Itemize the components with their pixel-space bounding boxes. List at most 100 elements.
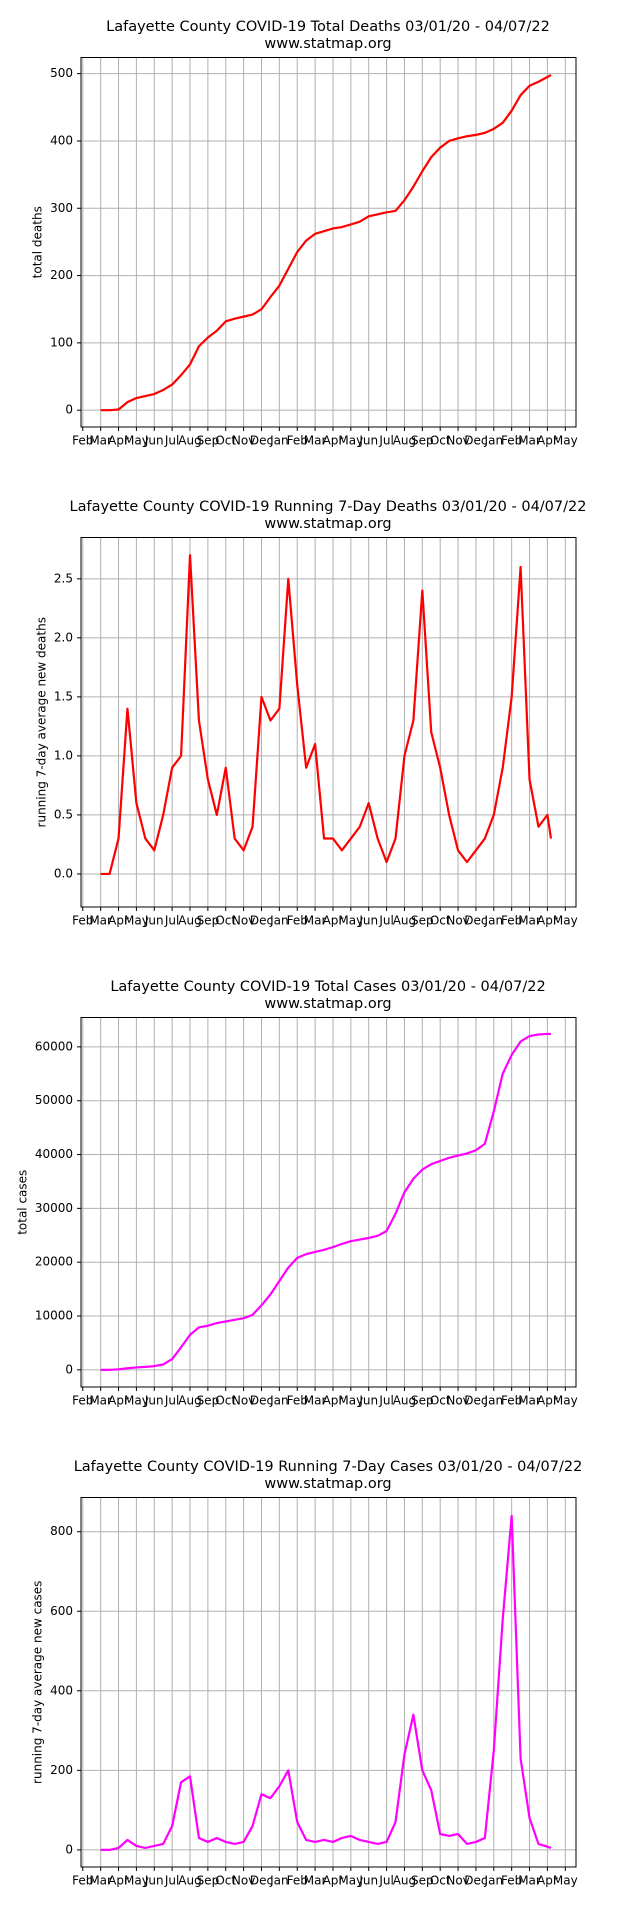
y-tick-label: 800 bbox=[50, 1524, 73, 1538]
x-tick-label: Feb bbox=[287, 1874, 308, 1888]
x-tick-label: Oct bbox=[430, 434, 451, 448]
x-tick-label: May bbox=[553, 1874, 578, 1888]
y-tick-label: 100 bbox=[50, 335, 73, 349]
y-tick-label: 0.5 bbox=[54, 807, 73, 821]
x-tick-label: Oct bbox=[215, 1394, 236, 1408]
x-tick-label: Sep bbox=[197, 1394, 220, 1408]
plot-frame bbox=[80, 537, 577, 908]
x-tick-label: May bbox=[338, 914, 363, 928]
x-tick-label: Nov bbox=[446, 1874, 469, 1888]
x-tick-label: Jul bbox=[164, 434, 179, 448]
x-tick-label: Oct bbox=[430, 1874, 451, 1888]
x-tick-label: May bbox=[124, 434, 149, 448]
x-tick-label: Dec bbox=[250, 1394, 273, 1408]
data-line bbox=[100, 74, 552, 412]
x-tick-label: Aug bbox=[178, 914, 201, 928]
y-tick-label: 20000 bbox=[35, 1255, 73, 1269]
x-tick-label: Apr bbox=[108, 434, 129, 448]
x-tick-label: Feb bbox=[72, 434, 93, 448]
chart-title: Lafayette County COVID-19 Running 7-Day … bbox=[70, 499, 587, 515]
x-tick-label: May bbox=[338, 434, 363, 448]
x-tick-label: Sep bbox=[197, 434, 220, 448]
x-tick-label: Mar bbox=[518, 1394, 541, 1408]
x-tick-label: Apr bbox=[537, 914, 558, 928]
x-tick-label: Apr bbox=[108, 1394, 129, 1408]
x-tick-label: Apr bbox=[108, 1874, 129, 1888]
y-tick-label: 300 bbox=[50, 201, 73, 215]
x-tick-label: Sep bbox=[411, 1394, 434, 1408]
y-axis-label: running 7-day average new deaths bbox=[34, 617, 48, 827]
x-tick-label: Dec bbox=[250, 914, 273, 928]
chart: Lafayette County COVID-19 Running 7-Day … bbox=[34, 499, 586, 928]
x-tick-label: Jun bbox=[358, 914, 378, 928]
x-tick-label: Jul bbox=[378, 914, 393, 928]
x-tick-label: May bbox=[338, 1394, 363, 1408]
x-tick-label: Jan bbox=[269, 1874, 289, 1888]
y-tick-label: 50000 bbox=[35, 1093, 73, 1107]
x-tick-label: Jan bbox=[484, 434, 504, 448]
x-tick-label: Feb bbox=[501, 914, 522, 928]
x-tick-label: Aug bbox=[393, 1394, 416, 1408]
x-tick-label: Apr bbox=[323, 1874, 344, 1888]
x-tick-label: Apr bbox=[537, 434, 558, 448]
x-tick-label: Sep bbox=[411, 434, 434, 448]
x-tick-label: Mar bbox=[518, 914, 541, 928]
y-axis-label: total cases bbox=[15, 1170, 29, 1235]
chart-title: Lafayette County COVID-19 Total Deaths 0… bbox=[106, 19, 550, 35]
x-tick-label: Jun bbox=[358, 434, 378, 448]
data-line bbox=[100, 554, 553, 876]
x-tick-label: Apr bbox=[323, 1394, 344, 1408]
x-tick-label: Apr bbox=[537, 1874, 558, 1888]
x-tick-label: Jul bbox=[164, 1394, 179, 1408]
chart-subtitle: www.statmap.org bbox=[264, 996, 391, 1012]
y-tick-label: 30000 bbox=[35, 1201, 73, 1215]
y-tick-label: 200 bbox=[50, 1763, 73, 1777]
x-tick-label: Jan bbox=[484, 1874, 504, 1888]
plot-frame bbox=[80, 1497, 577, 1868]
x-tick-label: Apr bbox=[323, 914, 344, 928]
x-tick-label: Dec bbox=[464, 1394, 487, 1408]
x-tick-label: May bbox=[553, 1394, 578, 1408]
x-tick-label: Oct bbox=[430, 1394, 451, 1408]
x-tick-label: Nov bbox=[232, 1874, 255, 1888]
plot-frame bbox=[80, 57, 577, 428]
x-tick-label: Feb bbox=[72, 1874, 93, 1888]
x-tick-label: Oct bbox=[215, 914, 236, 928]
y-tick-label: 10000 bbox=[35, 1309, 73, 1323]
x-tick-label: Aug bbox=[393, 1874, 416, 1888]
x-tick-label: May bbox=[124, 1874, 149, 1888]
x-tick-label: Feb bbox=[72, 1394, 93, 1408]
x-tick-label: Oct bbox=[215, 1874, 236, 1888]
y-tick-label: 60000 bbox=[35, 1039, 73, 1053]
x-tick-label: Jun bbox=[144, 914, 164, 928]
x-tick-label: Jan bbox=[484, 1394, 504, 1408]
y-tick-label: 2.0 bbox=[54, 630, 73, 644]
x-tick-label: Sep bbox=[411, 1874, 434, 1888]
x-tick-label: Jun bbox=[144, 434, 164, 448]
y-tick-label: 2.5 bbox=[54, 571, 73, 585]
y-tick-label: 0 bbox=[65, 1362, 73, 1376]
data-line bbox=[100, 1032, 551, 1371]
x-tick-label: Aug bbox=[393, 434, 416, 448]
x-tick-label: Dec bbox=[464, 434, 487, 448]
y-tick-label: 500 bbox=[50, 66, 73, 80]
x-tick-label: Apr bbox=[323, 434, 344, 448]
x-tick-label: Jun bbox=[358, 1394, 378, 1408]
plot-frame bbox=[80, 1017, 577, 1388]
x-tick-label: Dec bbox=[250, 1874, 273, 1888]
y-tick-label: 400 bbox=[50, 1683, 73, 1697]
y-tick-label: 600 bbox=[50, 1604, 73, 1618]
x-tick-label: Jun bbox=[358, 1874, 378, 1888]
x-tick-label: Apr bbox=[108, 914, 129, 928]
x-tick-label: Nov bbox=[446, 434, 469, 448]
x-tick-label: Mar bbox=[89, 1874, 112, 1888]
x-tick-label: Oct bbox=[215, 434, 236, 448]
x-tick-label: Feb bbox=[287, 914, 308, 928]
x-tick-label: May bbox=[553, 434, 578, 448]
x-tick-label: Feb bbox=[287, 434, 308, 448]
x-tick-label: Jun bbox=[144, 1874, 164, 1888]
chart: Lafayette County COVID-19 Total Deaths 0… bbox=[31, 19, 578, 448]
x-tick-label: Sep bbox=[197, 914, 220, 928]
x-tick-label: Jan bbox=[269, 914, 289, 928]
